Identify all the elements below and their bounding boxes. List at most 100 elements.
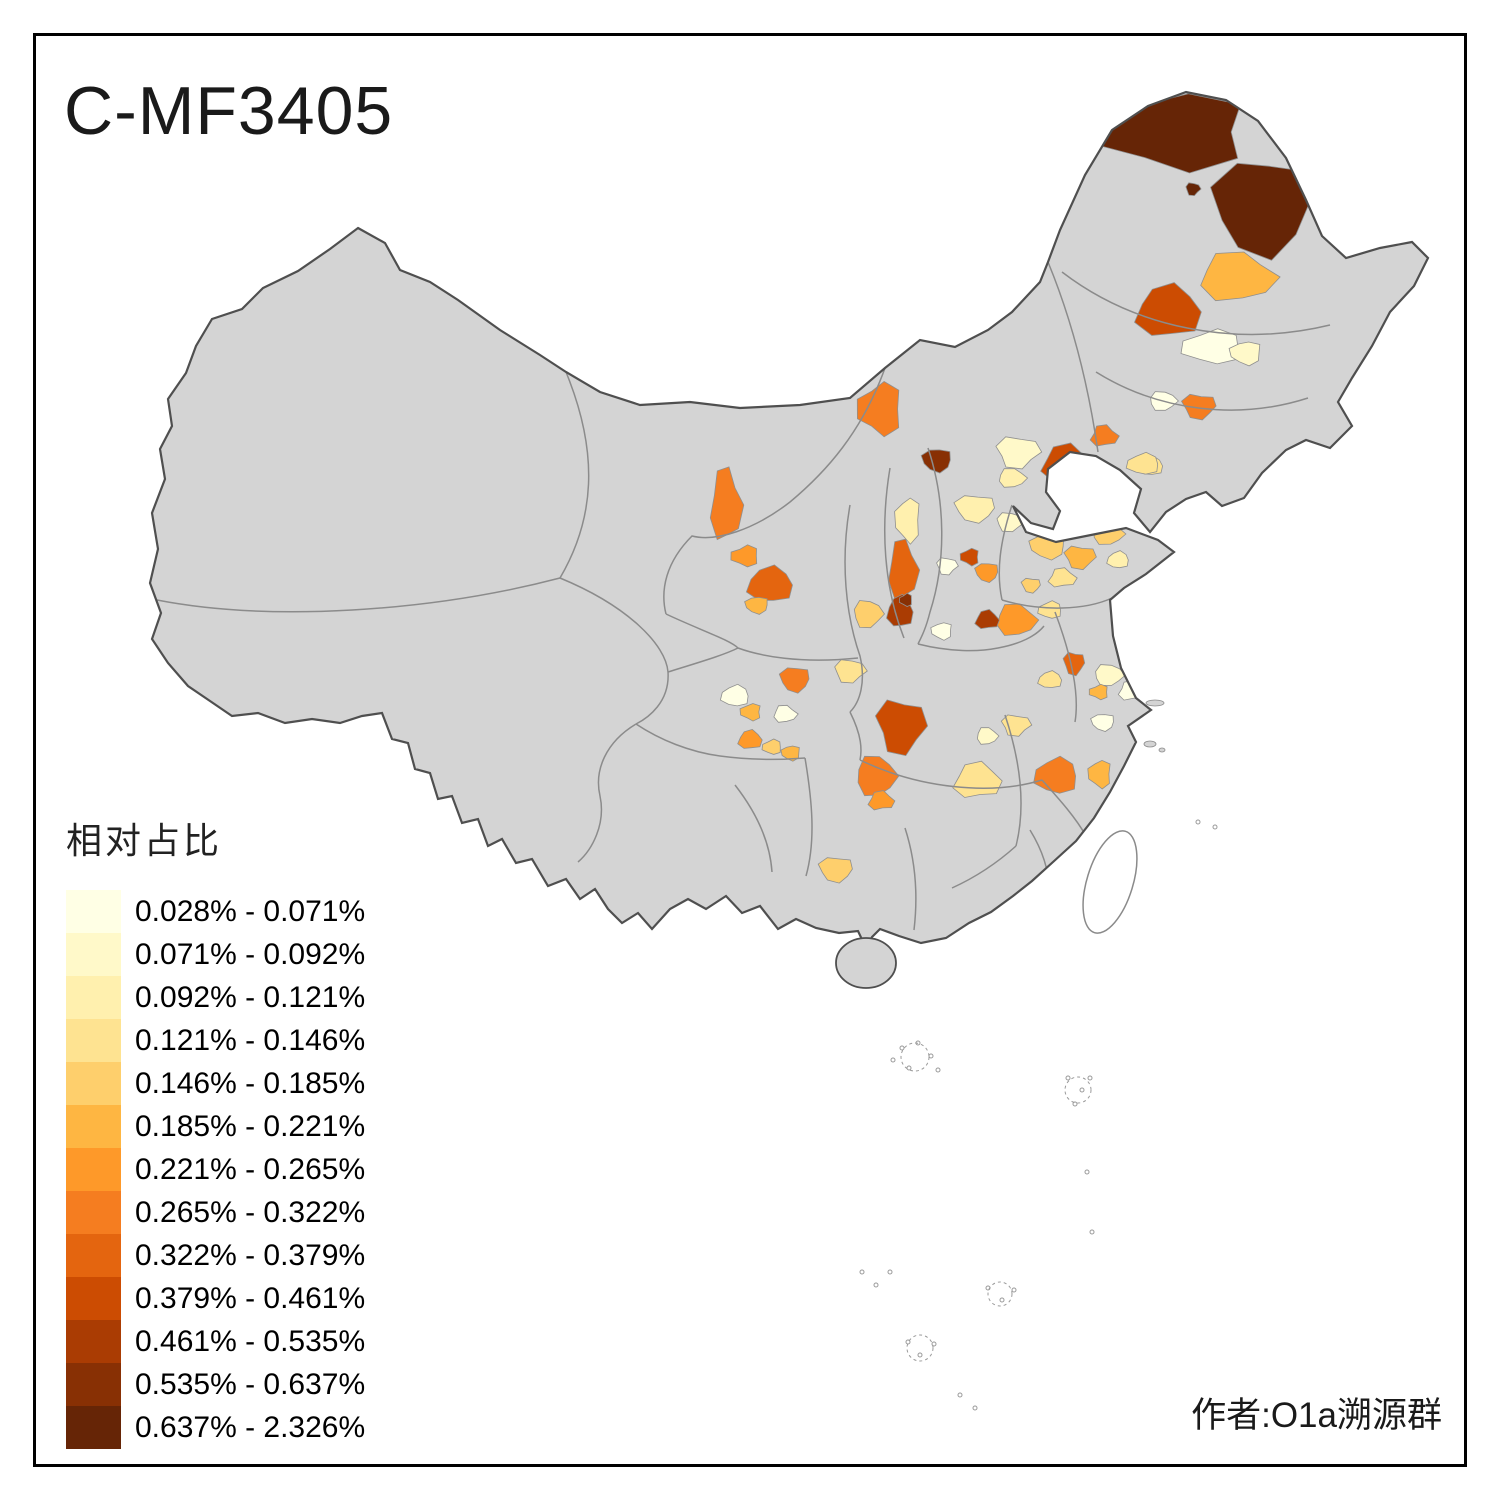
legend-row: 0.265% - 0.322%	[66, 1191, 446, 1234]
province-border	[998, 504, 1013, 601]
legend-rows: 0.028% - 0.071% 0.071% - 0.092% 0.092% - 0…	[66, 890, 446, 1449]
province-border	[804, 757, 813, 877]
legend-row: 0.121% - 0.146%	[66, 1019, 446, 1062]
legend-label: 0.221% - 0.265%	[135, 1152, 366, 1186]
province-border	[577, 723, 637, 863]
province-border	[951, 845, 1017, 889]
province-border	[849, 711, 862, 761]
map-region	[1062, 651, 1086, 677]
legend-row: 0.146% - 0.185%	[66, 1062, 446, 1105]
map-region	[1106, 550, 1129, 569]
south-china-sea-islands	[859, 819, 1218, 1411]
legend-label: 0.265% - 0.322%	[135, 1195, 366, 1229]
attribution-text: 作者:O1a溯源群	[1191, 1396, 1442, 1435]
map-region	[773, 704, 799, 723]
legend-swatch	[66, 1191, 121, 1234]
map-region	[995, 436, 1043, 470]
legend-row: 0.185% - 0.221%	[66, 1105, 446, 1148]
legend-swatch	[66, 1406, 121, 1449]
legend-label: 0.146% - 0.185%	[135, 1066, 366, 1100]
map-region	[953, 495, 995, 524]
legend-swatch	[66, 933, 121, 976]
map-region	[1047, 567, 1078, 588]
map-region	[719, 683, 749, 707]
map-region	[1185, 182, 1202, 197]
map-region	[1180, 328, 1239, 365]
legend-label: 0.071% - 0.092%	[135, 937, 366, 971]
province-border	[1004, 714, 1022, 847]
legend-row: 0.379% - 0.461%	[66, 1277, 446, 1320]
province-border	[1047, 261, 1099, 453]
province-border	[559, 371, 590, 579]
coastal-island	[1143, 740, 1157, 748]
colored-prefectures	[709, 93, 1309, 884]
legend-swatch	[66, 1363, 121, 1406]
map-region	[778, 667, 810, 694]
map-region	[867, 790, 896, 811]
map-region	[856, 381, 900, 438]
map-region	[737, 728, 763, 749]
legend-swatch	[66, 1019, 121, 1062]
map-region	[853, 600, 886, 629]
map-region	[709, 466, 745, 541]
province-border	[665, 613, 739, 649]
legend-row: 0.637% - 2.326%	[66, 1406, 446, 1449]
legend-label: 0.535% - 0.637%	[135, 1367, 366, 1401]
map-region	[1228, 341, 1261, 367]
map-region	[920, 449, 951, 474]
coastal-island	[1158, 747, 1166, 753]
map-region	[1134, 282, 1202, 336]
map-region	[834, 659, 868, 684]
legend-row: 0.535% - 0.637%	[66, 1363, 446, 1406]
map-region	[739, 703, 761, 722]
hainan-island	[835, 937, 897, 989]
legend-swatch	[66, 1062, 121, 1105]
legend-label: 0.379% - 0.461%	[135, 1281, 366, 1315]
map-region	[744, 596, 768, 615]
province-border	[667, 647, 739, 673]
map-region	[936, 557, 959, 576]
legend-label: 0.092% - 0.121%	[135, 980, 366, 1014]
map-region	[1088, 683, 1108, 701]
map-region	[780, 745, 800, 762]
legend-swatch	[66, 1234, 121, 1277]
province-border	[883, 467, 905, 639]
map-region	[1095, 664, 1127, 686]
province-border	[156, 577, 561, 613]
map-region	[761, 738, 781, 755]
map-region	[974, 563, 999, 584]
page-title: C-MF3405	[64, 73, 394, 149]
province-border	[1054, 611, 1078, 723]
map-region	[959, 547, 979, 567]
legend-row: 0.221% - 0.265%	[66, 1148, 446, 1191]
legend-swatch	[66, 890, 121, 933]
legend-swatch	[66, 1277, 121, 1320]
legend-swatch	[66, 976, 121, 1019]
legend-label: 0.121% - 0.146%	[135, 1023, 366, 1057]
map-region	[817, 857, 853, 884]
taiwan-island	[1082, 830, 1138, 934]
province-borders	[156, 261, 1331, 931]
province-border	[1001, 597, 1113, 609]
province-border	[1095, 371, 1309, 411]
legend: 相对占比 0.028% - 0.071% 0.071% - 0.092% 0.092…	[66, 812, 446, 1449]
legend-swatch	[66, 1148, 121, 1191]
map-region	[1037, 600, 1061, 619]
legend-label: 0.461% - 0.535%	[135, 1324, 366, 1358]
legend-label: 0.185% - 0.221%	[135, 1109, 366, 1143]
province-border	[1061, 271, 1331, 336]
province-border	[904, 827, 917, 931]
province-border	[734, 784, 773, 873]
map-region	[1020, 577, 1041, 594]
map-region	[1063, 545, 1097, 571]
map-region	[974, 608, 1000, 630]
legend-label: 0.637% - 2.326%	[135, 1410, 366, 1444]
province-border	[635, 723, 806, 761]
map-region	[1033, 755, 1077, 794]
province-border	[859, 759, 1043, 789]
map-region	[930, 622, 952, 641]
map-region	[1037, 670, 1063, 688]
province-border	[917, 447, 943, 645]
